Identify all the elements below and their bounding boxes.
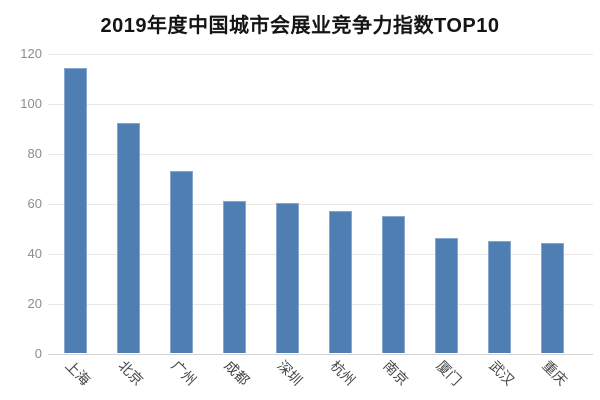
gridline <box>48 254 593 255</box>
x-tick-label: 广州 <box>168 357 200 389</box>
y-tick-label: 80 <box>27 146 42 161</box>
chart-title: 2019年度中国城市会展业竞争力指数TOP10 <box>100 15 500 37</box>
gridline <box>48 104 593 105</box>
y-tick-label: 100 <box>20 96 42 111</box>
bar-厦门 <box>434 238 458 353</box>
y-tick-label: 120 <box>20 46 42 61</box>
x-tick-label: 成都 <box>221 357 253 389</box>
bar-成都 <box>222 200 246 353</box>
x-tick-label: 上海 <box>62 357 94 389</box>
y-tick-label: 60 <box>27 196 42 211</box>
gridline <box>48 54 593 55</box>
plot-area: 0 20 40 60 80 100 120 上海 北京 广州 成都 深圳 杭州 南京 厦门 武汉 重庆 <box>20 46 593 388</box>
y-tick-label: 20 <box>27 296 42 311</box>
x-axis-line <box>48 354 593 355</box>
x-tick-label: 杭州 <box>327 357 359 389</box>
bar-杭州 <box>328 210 352 353</box>
gridline <box>48 204 593 205</box>
y-tick-label: 40 <box>27 246 42 261</box>
gridline <box>48 154 593 155</box>
bar-北京 <box>116 123 140 353</box>
bar-深圳 <box>275 203 299 353</box>
gridline <box>48 304 593 305</box>
bar-南京 <box>381 215 405 353</box>
x-tick-label: 南京 <box>380 357 412 389</box>
x-tick-label: 厦门 <box>433 357 465 389</box>
y-tick-label: 0 <box>34 346 42 361</box>
bar-重庆 <box>540 243 564 353</box>
x-tick-label: 深圳 <box>274 357 306 389</box>
bar-上海 <box>63 68 87 353</box>
x-tick-label: 北京 <box>115 357 147 389</box>
x-tick-label: 武汉 <box>486 357 518 389</box>
bar-武汉 <box>487 240 511 353</box>
x-tick-label: 重庆 <box>539 357 571 389</box>
bar-广州 <box>169 170 193 353</box>
